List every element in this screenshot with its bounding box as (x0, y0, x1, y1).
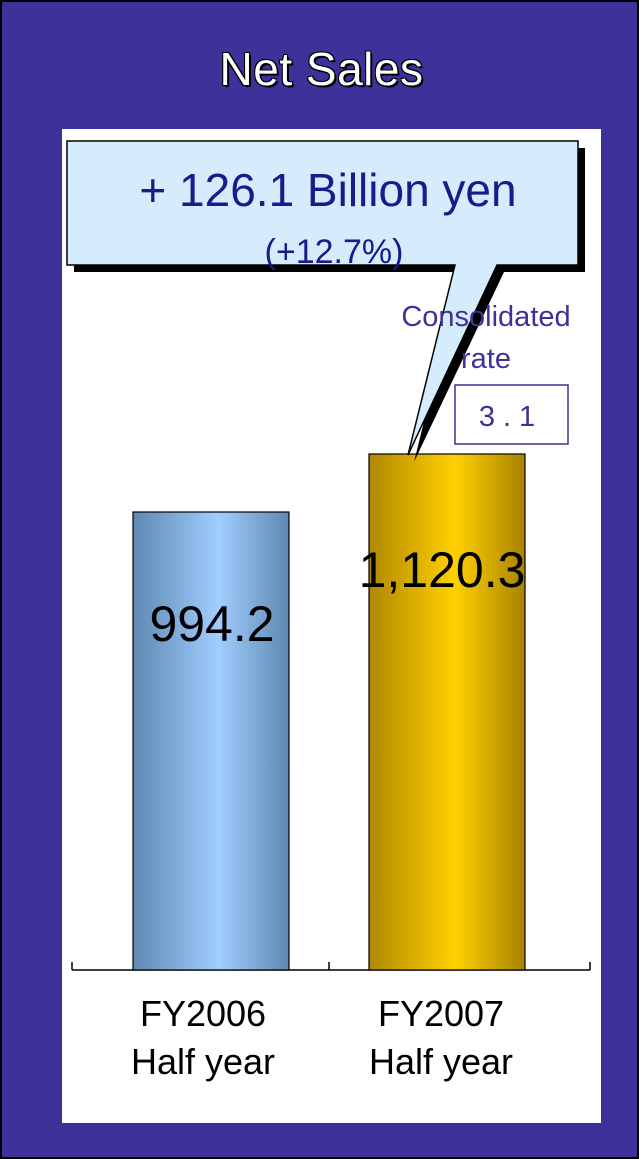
bar-value-label: 1,120.3 (359, 542, 526, 598)
callout-sub-text: (+12.7%) (265, 233, 404, 271)
consolidated-label-line1: Consolidated (401, 301, 570, 333)
consolidated-rate-box (454, 384, 569, 445)
x-tick-label: FY2006 (140, 993, 266, 1034)
consolidated-rate-value: 3.1 (479, 401, 543, 433)
consolidated-label-line2: rate (461, 343, 511, 375)
callout-box (66, 140, 579, 456)
x-tick-label: FY2007 (378, 993, 504, 1034)
x-tick-label: Half year (369, 1041, 513, 1082)
bar-fy2007 (368, 453, 526, 971)
chart-title: Net Sales (219, 43, 424, 95)
x-tick-label: Half year (131, 1041, 275, 1082)
callout-main-text: + 126.1 Billion yen (139, 164, 516, 216)
bar-fy2006 (132, 511, 290, 971)
bar-value-label: 994.2 (149, 596, 274, 652)
